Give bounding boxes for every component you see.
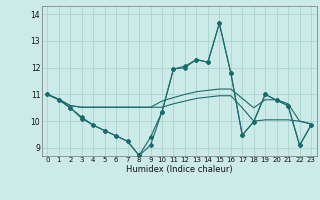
X-axis label: Humidex (Indice chaleur): Humidex (Indice chaleur) [126, 165, 233, 174]
